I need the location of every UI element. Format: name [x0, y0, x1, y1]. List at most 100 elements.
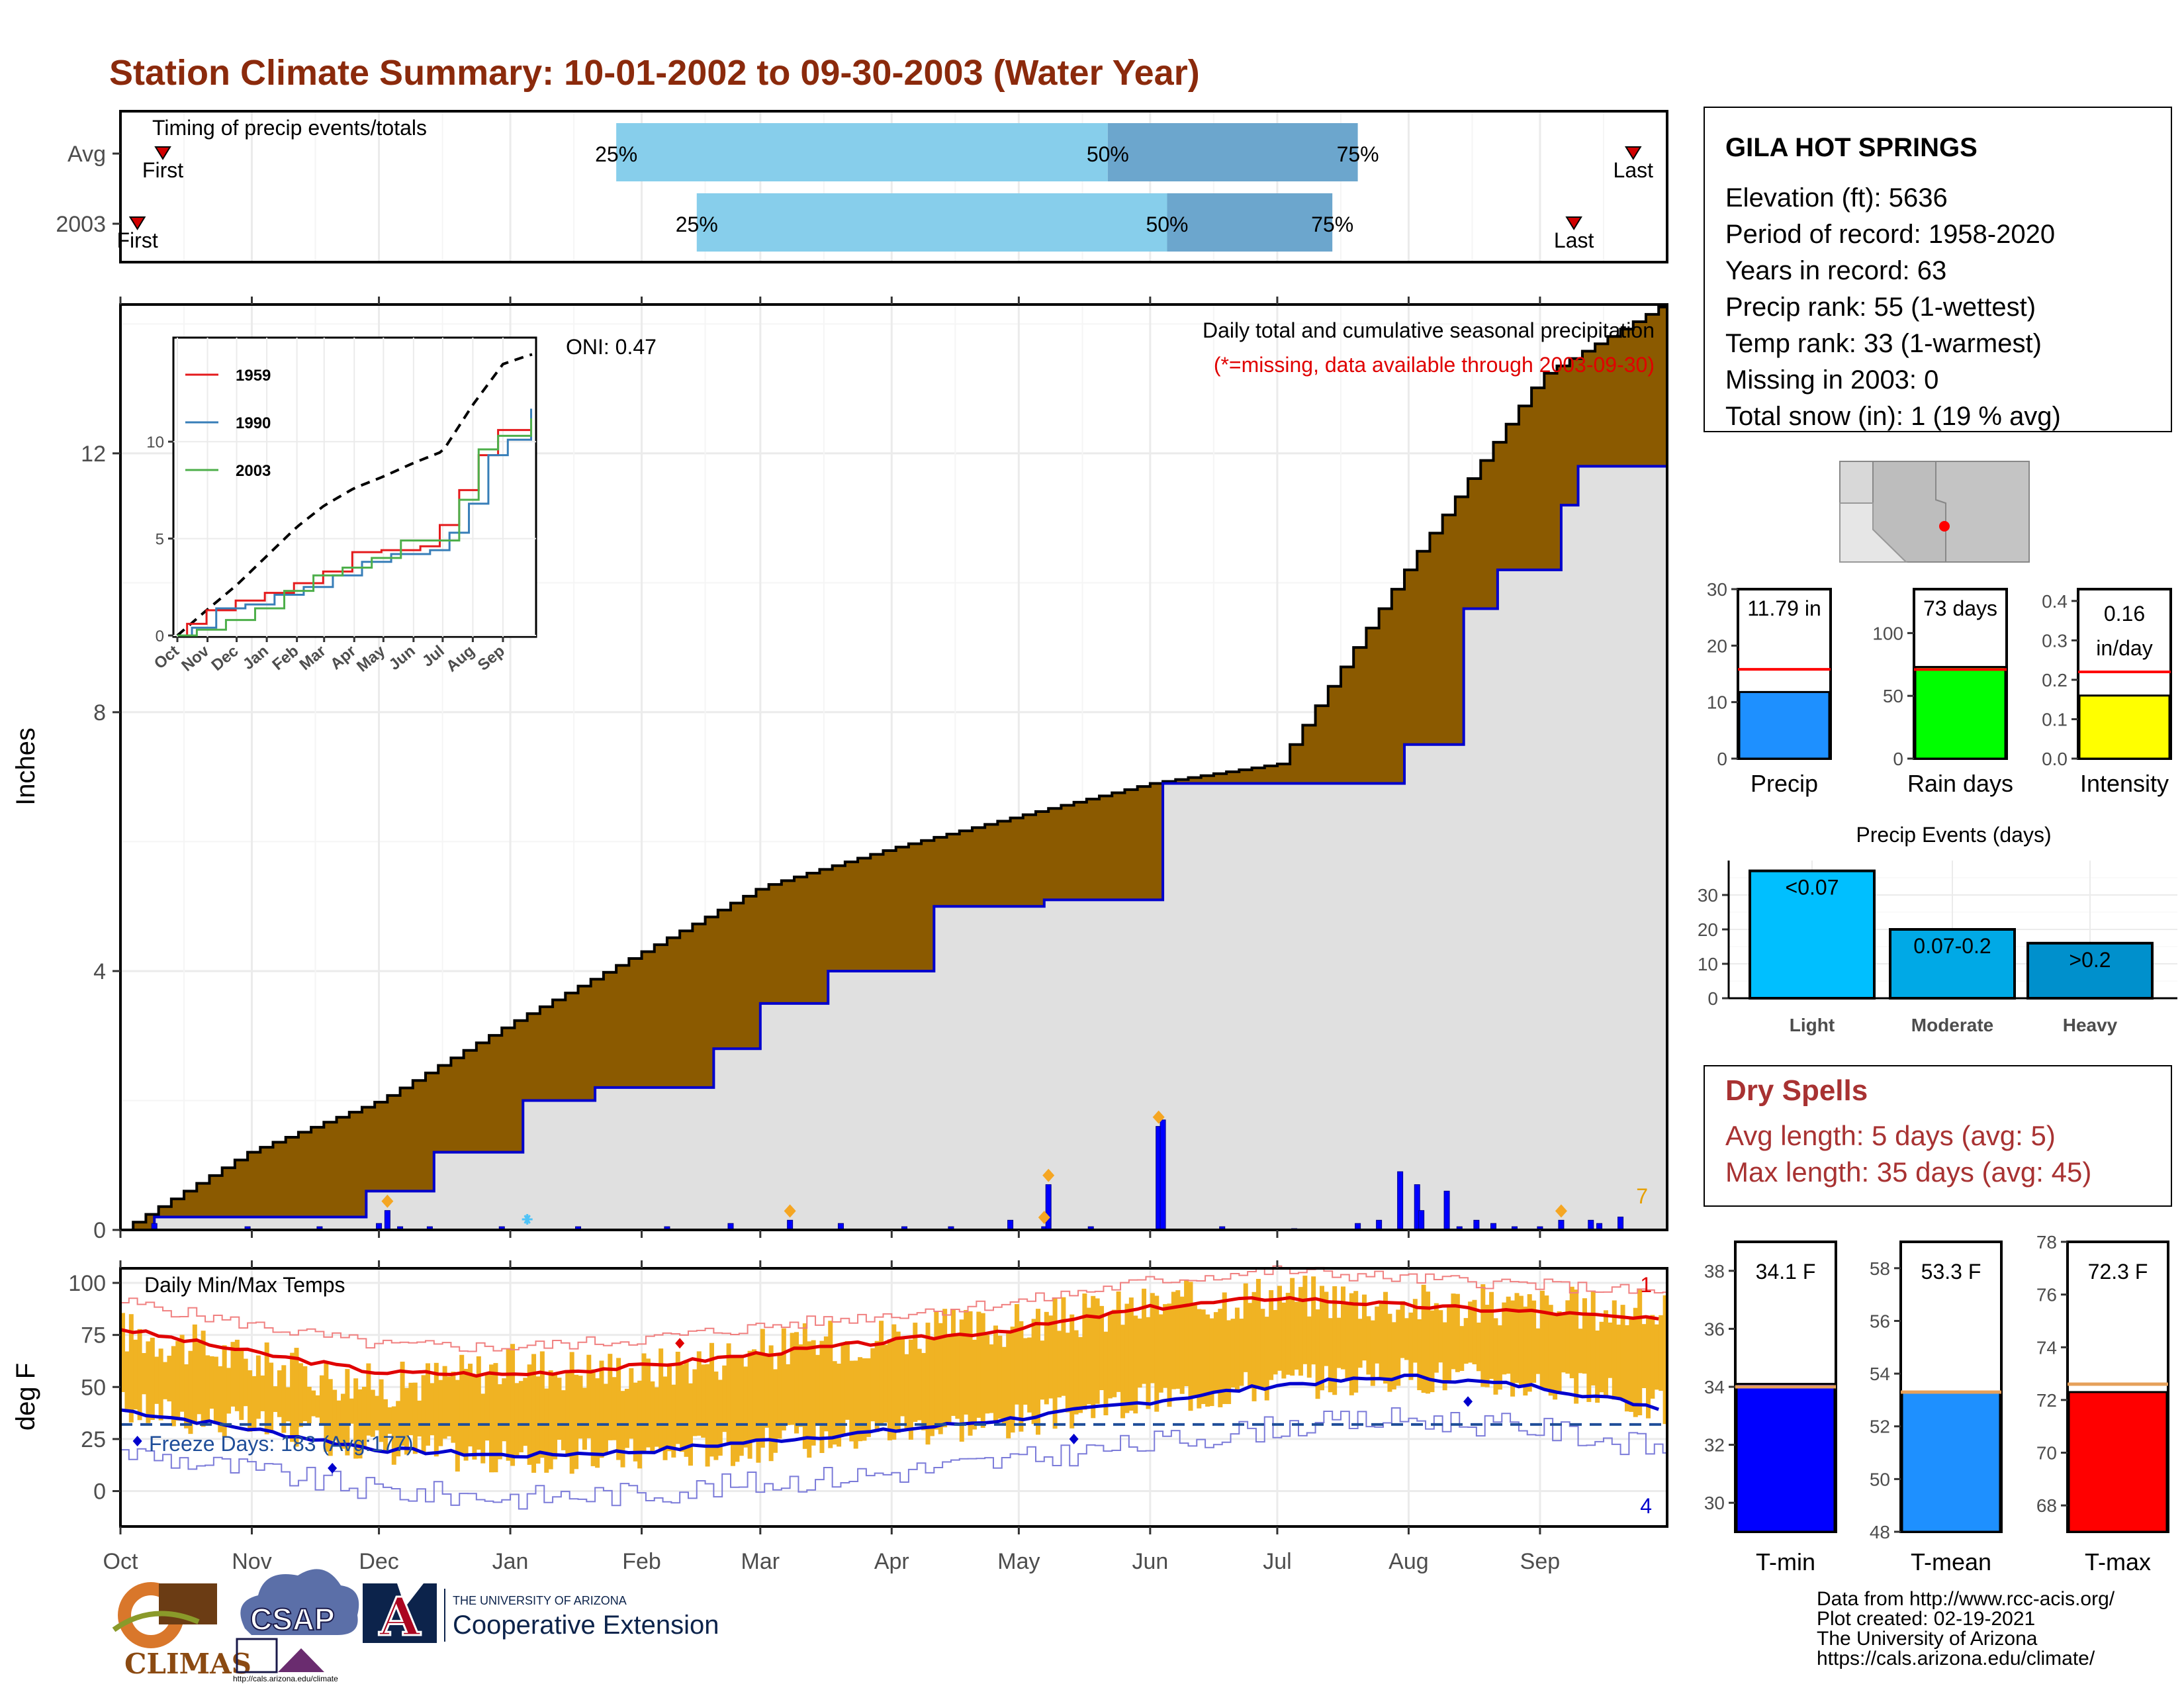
daily-temp-bar — [1637, 1289, 1643, 1416]
daily-temp-bar — [1175, 1290, 1181, 1389]
temp-summary-ytick-label: 58 — [1870, 1258, 1890, 1279]
timing-bar-early — [616, 123, 1108, 181]
daily-temp-bar — [726, 1343, 731, 1446]
temp-ylabel: deg F — [11, 1363, 40, 1430]
precip-events-chart: Precip Events (days) <0.07 Light 0.07-0.2 M… — [1698, 823, 2177, 1035]
daily-temp-bar — [1421, 1284, 1426, 1393]
daily-temp-bar — [1535, 1328, 1541, 1374]
daily-temp-bar — [680, 1364, 685, 1452]
daily-temp-bar — [425, 1363, 430, 1446]
daily-temp-bar — [713, 1371, 719, 1460]
timing-first-label: First — [142, 158, 183, 182]
extreme-precip-marker — [381, 1194, 394, 1208]
csap-url: http://cals.arizona.edu/climate — [233, 1674, 338, 1683]
daily-temp-bar — [815, 1354, 821, 1424]
daily-precip-bar — [1588, 1219, 1594, 1231]
events-bar-heavy — [2026, 941, 2154, 1000]
daily-temp-bar — [582, 1387, 587, 1450]
daily-temp-bar — [1539, 1290, 1545, 1389]
daily-precip-bar — [1397, 1171, 1404, 1231]
daily-temp-bar — [705, 1364, 710, 1467]
inset-line-2003 — [177, 418, 533, 637]
daily-temp-bar — [1091, 1295, 1096, 1419]
daily-temp-bar — [603, 1383, 608, 1453]
daily-temp-bar — [1171, 1291, 1176, 1389]
daily-temp-bar — [997, 1335, 1003, 1419]
daily-temp-bar — [1345, 1302, 1350, 1380]
daily-temp-bar — [468, 1364, 473, 1447]
university-of-arizona-logo: A THE UNIVERSITY OF ARIZONA Cooperative … — [363, 1583, 719, 1649]
daily-temp-bar — [493, 1363, 498, 1473]
footer-line-4: https://cals.arizona.edu/climate/ — [1817, 1648, 2095, 1669]
ua-cooperative-extension: Cooperative Extension — [453, 1611, 719, 1640]
daily-temp-bar — [124, 1351, 130, 1413]
timing-last-label: Last — [1614, 158, 1654, 182]
daily-temp-bar — [811, 1340, 816, 1446]
daily-temp-bar — [752, 1349, 757, 1442]
daily-temp-bar — [1251, 1291, 1257, 1401]
daily-temp-bar — [137, 1329, 142, 1421]
summary-ytick-label: 0.3 — [2042, 630, 2068, 651]
daily-temp-bar — [1269, 1289, 1274, 1380]
daily-temp-bar — [226, 1368, 232, 1414]
station-temp-rank: Temp rank: 33 (1-warmest) — [1725, 329, 2042, 358]
daily-temp-bar — [1506, 1296, 1511, 1374]
timing-row-2003-label: 2003 — [56, 212, 106, 237]
daily-temp-bar — [251, 1376, 257, 1431]
summary-ytick-label: 0 — [1893, 749, 1903, 769]
daily-temp-bar — [234, 1339, 240, 1411]
temp-ytick-label: 0 — [93, 1479, 106, 1505]
daily-temp-bar — [209, 1356, 214, 1409]
daily-temp-bar — [1433, 1303, 1439, 1373]
daily-temp-bar — [633, 1382, 638, 1462]
daily-temp-bar — [1001, 1346, 1007, 1426]
daily-temp-bar — [1298, 1287, 1303, 1376]
daily-temp-bar — [1057, 1331, 1062, 1398]
daily-temp-bar — [535, 1376, 541, 1464]
daily-temp-bar — [1052, 1298, 1058, 1429]
temp-summary-value-0: 34.1 F — [1756, 1260, 1816, 1284]
daily-temp-bar — [383, 1399, 388, 1453]
daily-temp-bar — [786, 1364, 791, 1425]
daily-temp-bar — [1396, 1309, 1401, 1386]
station-missing: Missing in 2003: 0 — [1725, 365, 1938, 395]
temp-summary-bar-2 — [2068, 1391, 2168, 1533]
daily-temp-bar — [1459, 1326, 1465, 1371]
station-period: Period of record: 1958-2020 — [1725, 220, 2055, 249]
daily-temp-bar — [1069, 1314, 1075, 1429]
dry-spells-box: Dry Spells Avg length: 5 days (avg: 5) M… — [1704, 1065, 2172, 1207]
daily-temp-bar — [985, 1335, 990, 1414]
station-name: GILA HOT SPRINGS — [1725, 133, 1978, 162]
summary-value-0: 11.79 in — [1747, 596, 1821, 620]
daily-temp-bar — [925, 1323, 931, 1445]
daily-precip-bar — [1558, 1219, 1565, 1231]
dry-spells-max: Max length: 35 days (avg: 45) — [1725, 1156, 2091, 1188]
daily-temp-bar — [837, 1364, 842, 1447]
daily-temp-bar — [480, 1393, 486, 1464]
daily-temp-bar — [171, 1346, 176, 1427]
daily-temp-bar — [163, 1362, 168, 1399]
daily-temp-bar — [730, 1355, 735, 1466]
climas-logo: CLIMAS — [112, 1582, 251, 1680]
summary-ytick-label: 10 — [1707, 692, 1727, 713]
daily-temp-bar — [1260, 1309, 1265, 1388]
daily-temp-bar — [709, 1342, 714, 1457]
events-bar-label: <0.07 — [1786, 876, 1839, 900]
daily-temp-bar — [1426, 1291, 1431, 1394]
timing-last-marker — [1565, 216, 1582, 230]
daily-temp-bar — [1146, 1317, 1151, 1409]
daily-temp-bar — [1201, 1309, 1206, 1405]
daily-temp-bar — [197, 1342, 202, 1415]
daily-temp-bar — [756, 1352, 761, 1463]
daily-temp-bar — [277, 1370, 282, 1417]
daily-temp-bar — [1362, 1294, 1367, 1361]
daily-temp-bar — [1527, 1294, 1532, 1392]
record-low-count: 4 — [1640, 1494, 1652, 1518]
temp-frame — [119, 1267, 1668, 1528]
daily-temp-bar — [972, 1339, 977, 1430]
timing-q50-label: 50% — [1087, 142, 1129, 166]
daily-temp-bar — [1222, 1292, 1227, 1405]
daily-temp-bar — [273, 1386, 278, 1413]
daily-temp-bar — [959, 1319, 964, 1442]
daily-temp-bar — [531, 1354, 537, 1473]
